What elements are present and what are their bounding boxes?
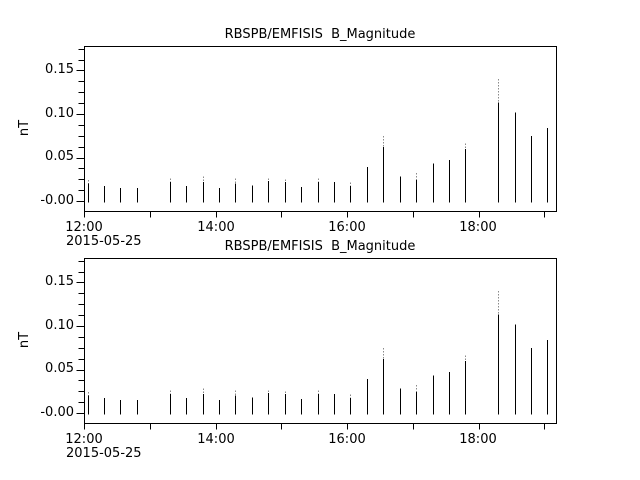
plot-frame-and-data-bottom xyxy=(76,257,557,429)
y-tick-label-0-15: 0.15 xyxy=(45,62,74,77)
plot-frame-and-data-top xyxy=(76,46,557,218)
plot-title: RBSPB/EMFISIS B_Magnitude xyxy=(224,27,416,42)
y-tick-label-minus-0-00: -0.00 xyxy=(40,193,74,208)
y-tick-label-0-15: 0.15 xyxy=(45,273,74,289)
panel-bottom: RBSPB/EMFISIS B_Magnitude nT 0.15 0.10 0… xyxy=(0,239,640,478)
x-tick-label-14-00: 14:00 xyxy=(197,431,235,447)
x-axis-date-label: 2015-05-25 xyxy=(66,234,142,249)
x-tick-label-12-00: 12:00 xyxy=(65,431,103,447)
x-tick-label-16-00: 16:00 xyxy=(328,431,366,447)
panel-top: RBSPB/EMFISIS B_Magnitude nT 0.15 0.10 0… xyxy=(0,27,640,266)
y-tick-label-minus-0-00: -0.00 xyxy=(40,404,74,420)
y-tick-label-0-05: 0.05 xyxy=(45,149,74,164)
x-tick-label-16-00: 16:00 xyxy=(328,220,366,235)
x-axis-date-label: 2015-05-25 xyxy=(66,445,142,461)
x-tick-label-14-00: 14:00 xyxy=(197,220,235,235)
y-tick-label-0-10: 0.10 xyxy=(45,317,74,333)
x-tick-label-12-00: 12:00 xyxy=(65,220,103,235)
x-tick-label-18-00: 18:00 xyxy=(459,431,497,447)
x-tick-label-18-00: 18:00 xyxy=(459,220,497,235)
y-tick-label-0-05: 0.05 xyxy=(45,360,74,376)
y-tick-label-0-10: 0.10 xyxy=(45,106,74,121)
plot-title: RBSPB/EMFISIS B_Magnitude xyxy=(224,238,416,254)
